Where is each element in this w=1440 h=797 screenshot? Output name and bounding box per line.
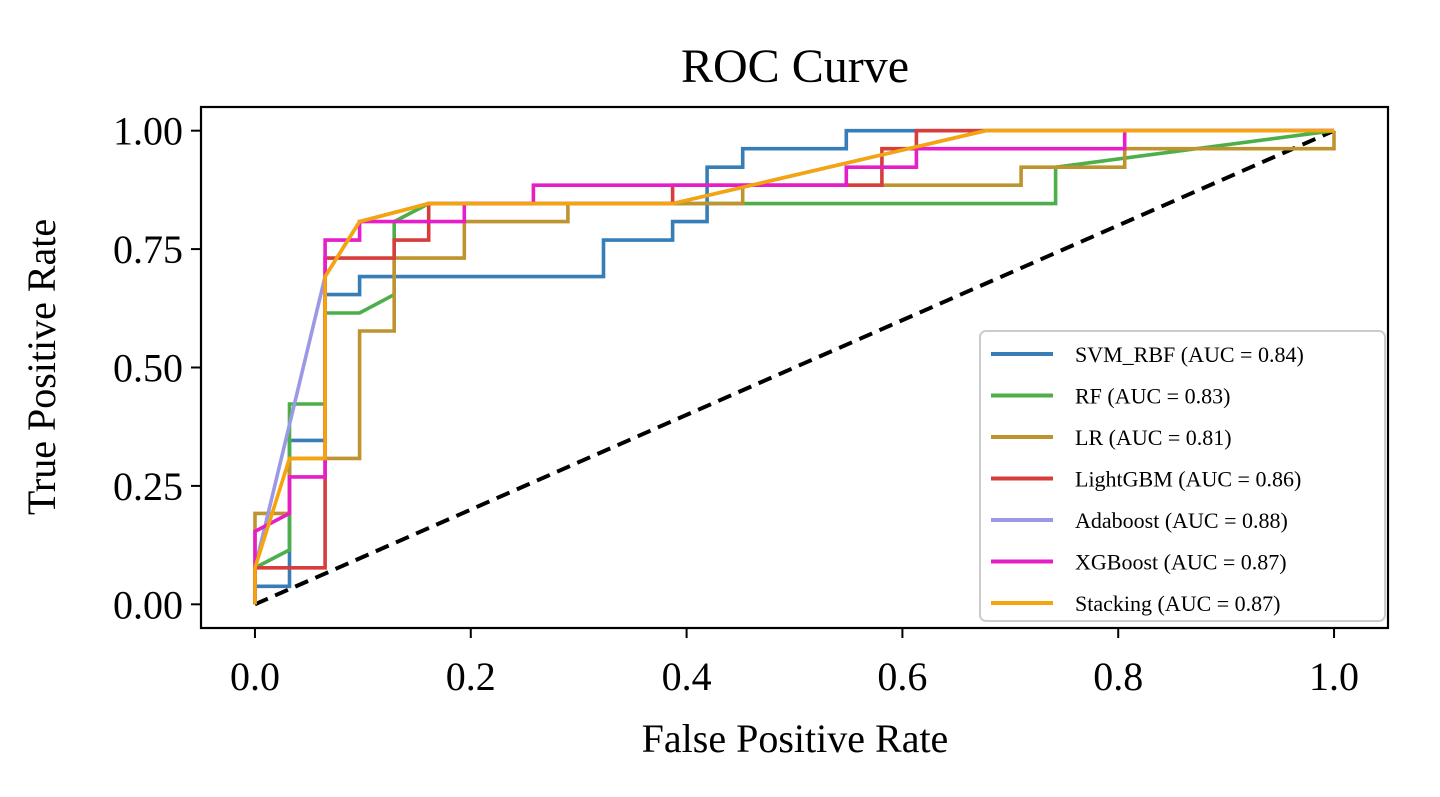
roc-curves [253,128,1336,607]
x-axis-label: False Positive Rate [642,716,949,761]
legend-label: LR (AUC = 0.81) [1075,425,1232,450]
x-tick-label: 0.8 [1093,654,1143,699]
x-tick-label: 0.2 [446,654,496,699]
x-tick-label: 0.6 [877,654,927,699]
legend-label: Stacking (AUC = 0.87) [1075,591,1281,616]
y-tick-label: 0.75 [113,227,183,272]
legend-label: SVM_RBF (AUC = 0.84) [1075,342,1304,367]
legend-label: RF (AUC = 0.83) [1075,384,1230,409]
y-tick-label: 0.25 [113,464,183,509]
legend-label: Adaboost (AUC = 0.88) [1075,508,1288,533]
x-tick-label: 0.0 [230,654,280,699]
x-tick-label: 1.0 [1309,654,1359,699]
x-tick-label: 0.4 [662,654,712,699]
legend-label: XGBoost (AUC = 0.87) [1075,550,1287,575]
y-tick-label: 0.00 [113,582,183,627]
legend-label: LightGBM (AUC = 0.86) [1075,467,1301,492]
roc-curve-stacking [253,128,1334,605]
y-axis-ticks: 0.00 0.25 0.50 0.75 1.00 [113,109,201,627]
x-axis-ticks: 0.0 0.2 0.4 0.6 0.8 1.0 [230,628,1359,699]
legend: SVM_RBF (AUC = 0.84) RF (AUC = 0.83) LR (A… [979,330,1386,622]
legend-box [979,330,1386,622]
y-axis-label: True Positive Rate [19,219,64,515]
y-tick-label: 1.00 [113,109,183,154]
chart-title: ROC Curve [681,40,909,93]
y-tick-label: 0.50 [113,346,183,391]
